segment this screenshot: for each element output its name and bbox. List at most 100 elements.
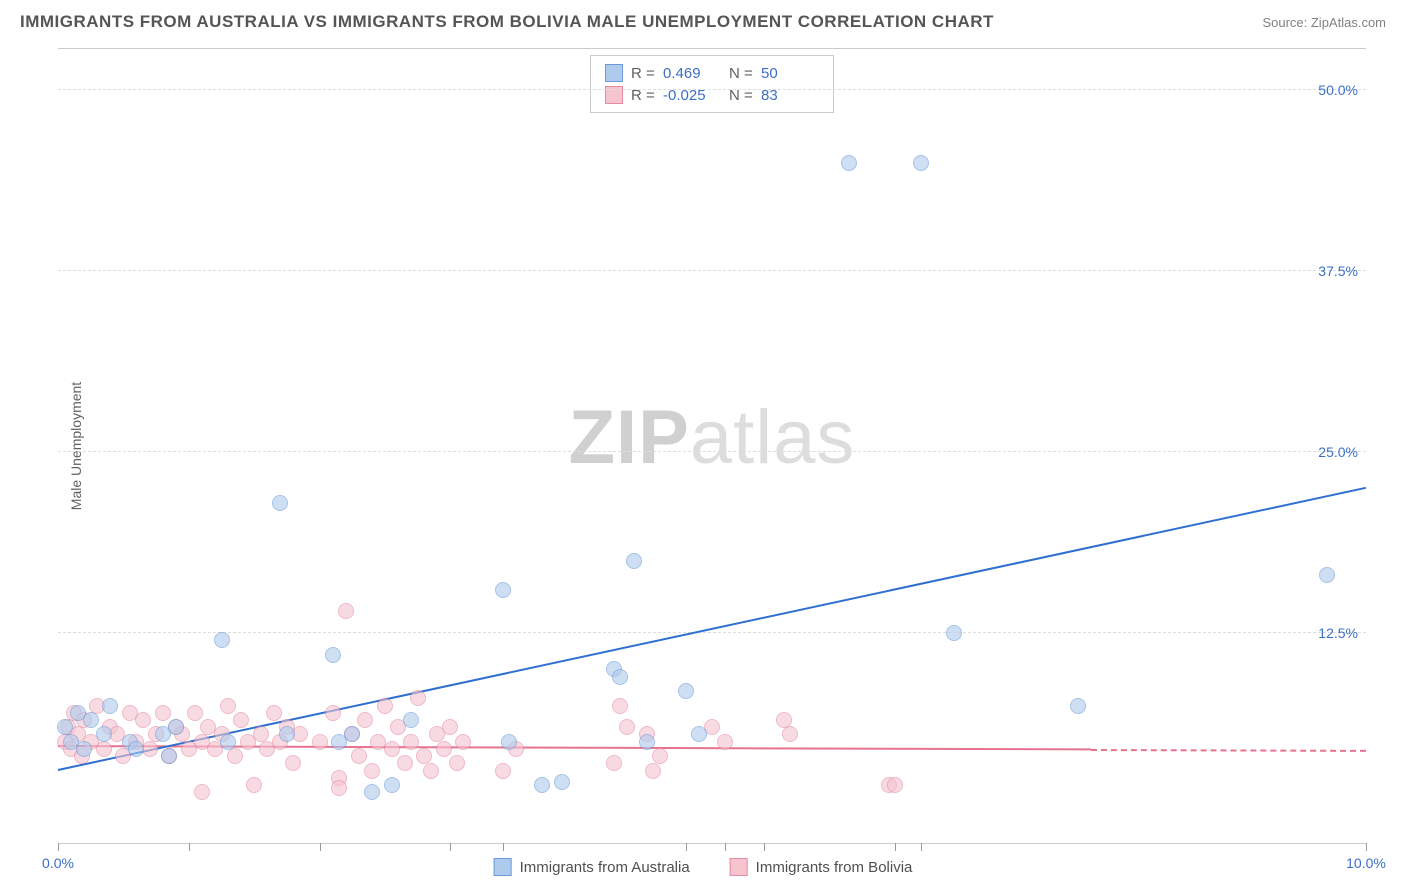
x-tick bbox=[189, 843, 190, 851]
scatter-point-series2 bbox=[364, 763, 380, 779]
stats-row-series2: R = -0.025 N = 83 bbox=[605, 84, 819, 106]
bottom-legend: Immigrants from Australia Immigrants fro… bbox=[494, 858, 913, 876]
stat-r-value-1: 0.469 bbox=[663, 65, 721, 82]
scatter-point-series1 bbox=[279, 726, 295, 742]
scatter-point-series1 bbox=[639, 734, 655, 750]
gridline-h bbox=[58, 89, 1366, 90]
x-tick bbox=[58, 843, 59, 851]
gridline-h bbox=[58, 451, 1366, 452]
scatter-point-series1 bbox=[534, 777, 550, 793]
x-tick bbox=[921, 843, 922, 851]
scatter-point-series1 bbox=[495, 582, 511, 598]
scatter-point-series1 bbox=[1070, 698, 1086, 714]
scatter-point-series1 bbox=[83, 712, 99, 728]
scatter-point-series1 bbox=[841, 155, 857, 171]
scatter-point-series2 bbox=[312, 734, 328, 750]
scatter-point-series1 bbox=[364, 784, 380, 800]
scatter-point-series1 bbox=[272, 495, 288, 511]
legend-item-series1: Immigrants from Australia bbox=[494, 858, 690, 876]
y-tick-label: 37.5% bbox=[1318, 263, 1358, 279]
scatter-point-series1 bbox=[501, 734, 517, 750]
scatter-point-series1 bbox=[344, 726, 360, 742]
scatter-point-series2 bbox=[135, 712, 151, 728]
scatter-point-series2 bbox=[442, 719, 458, 735]
scatter-point-series1 bbox=[403, 712, 419, 728]
scatter-point-series2 bbox=[187, 705, 203, 721]
scatter-point-series2 bbox=[410, 690, 426, 706]
watermark: ZIPatlas bbox=[569, 394, 856, 481]
trend-line bbox=[1091, 749, 1366, 752]
scatter-point-series1 bbox=[384, 777, 400, 793]
scatter-point-series1 bbox=[678, 683, 694, 699]
x-tick bbox=[450, 843, 451, 851]
x-tick bbox=[725, 843, 726, 851]
scatter-point-series2 bbox=[782, 726, 798, 742]
swatch-series2 bbox=[730, 858, 748, 876]
x-tick bbox=[686, 843, 687, 851]
x-tick bbox=[503, 843, 504, 851]
scatter-point-series2 bbox=[338, 603, 354, 619]
scatter-point-series1 bbox=[913, 155, 929, 171]
scatter-point-series2 bbox=[246, 777, 262, 793]
scatter-point-series1 bbox=[554, 774, 570, 790]
chart-plot-area: ZIPatlas R = 0.469 N = 50 R = -0.025 N =… bbox=[58, 48, 1366, 844]
scatter-point-series2 bbox=[652, 748, 668, 764]
scatter-point-series2 bbox=[619, 719, 635, 735]
scatter-point-series2 bbox=[384, 741, 400, 757]
scatter-point-series1 bbox=[214, 632, 230, 648]
x-tick bbox=[1366, 843, 1367, 851]
scatter-point-series2 bbox=[397, 755, 413, 771]
stats-legend-box: R = 0.469 N = 50 R = -0.025 N = 83 bbox=[590, 55, 834, 113]
scatter-point-series1 bbox=[161, 748, 177, 764]
scatter-point-series2 bbox=[233, 712, 249, 728]
chart-title: IMMIGRANTS FROM AUSTRALIA VS IMMIGRANTS … bbox=[20, 12, 994, 32]
y-tick-label: 12.5% bbox=[1318, 625, 1358, 641]
legend-label-1: Immigrants from Australia bbox=[520, 859, 690, 876]
scatter-point-series1 bbox=[691, 726, 707, 742]
scatter-point-series2 bbox=[612, 698, 628, 714]
scatter-point-series2 bbox=[717, 734, 733, 750]
scatter-point-series1 bbox=[612, 669, 628, 685]
x-tick-label: 10.0% bbox=[1346, 855, 1386, 871]
scatter-point-series2 bbox=[285, 755, 301, 771]
scatter-point-series2 bbox=[357, 712, 373, 728]
scatter-point-series2 bbox=[887, 777, 903, 793]
watermark-zip: ZIP bbox=[569, 395, 690, 480]
x-tick bbox=[895, 843, 896, 851]
scatter-point-series1 bbox=[220, 734, 236, 750]
scatter-point-series1 bbox=[946, 625, 962, 641]
gridline-h bbox=[58, 632, 1366, 633]
gridline-h bbox=[58, 270, 1366, 271]
x-tick-label: 0.0% bbox=[42, 855, 74, 871]
scatter-point-series2 bbox=[266, 705, 282, 721]
scatter-point-series2 bbox=[436, 741, 452, 757]
scatter-point-series1 bbox=[168, 719, 184, 735]
scatter-point-series1 bbox=[626, 553, 642, 569]
scatter-point-series2 bbox=[377, 698, 393, 714]
stats-row-series1: R = 0.469 N = 50 bbox=[605, 62, 819, 84]
source-label: Source: ZipAtlas.com bbox=[1262, 15, 1386, 30]
scatter-point-series2 bbox=[331, 780, 347, 796]
scatter-point-series2 bbox=[351, 748, 367, 764]
scatter-point-series1 bbox=[1319, 567, 1335, 583]
scatter-point-series2 bbox=[455, 734, 471, 750]
stat-r-label: R = bbox=[631, 65, 655, 82]
legend-label-2: Immigrants from Bolivia bbox=[756, 859, 913, 876]
scatter-point-series2 bbox=[220, 698, 236, 714]
scatter-point-series2 bbox=[423, 763, 439, 779]
scatter-point-series2 bbox=[449, 755, 465, 771]
scatter-point-series1 bbox=[128, 741, 144, 757]
y-tick-label: 25.0% bbox=[1318, 444, 1358, 460]
scatter-point-series2 bbox=[403, 734, 419, 750]
scatter-point-series1 bbox=[96, 726, 112, 742]
swatch-series1 bbox=[494, 858, 512, 876]
scatter-point-series2 bbox=[645, 763, 661, 779]
scatter-point-series1 bbox=[102, 698, 118, 714]
stat-n-label: N = bbox=[729, 65, 753, 82]
y-tick-label: 50.0% bbox=[1318, 82, 1358, 98]
stat-n-value-1: 50 bbox=[761, 65, 819, 82]
scatter-point-series2 bbox=[96, 741, 112, 757]
scatter-point-series2 bbox=[325, 705, 341, 721]
scatter-point-series1 bbox=[325, 647, 341, 663]
scatter-point-series2 bbox=[155, 705, 171, 721]
